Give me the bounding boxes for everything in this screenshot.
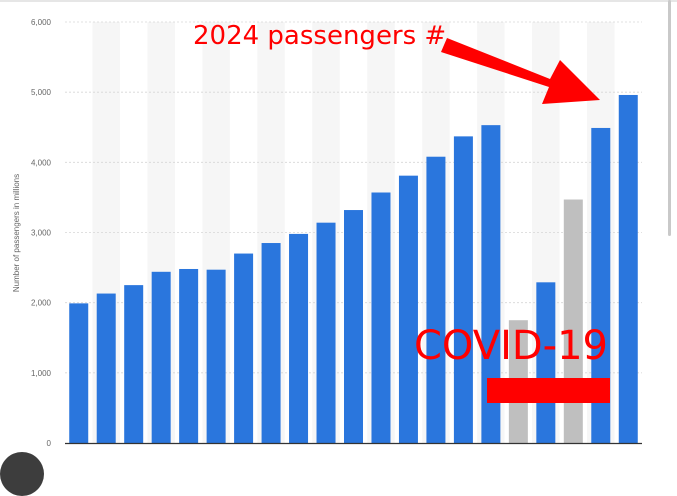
bar <box>398 175 418 444</box>
scrollbar[interactable] <box>668 0 671 236</box>
bar <box>206 269 226 443</box>
bar <box>344 210 363 443</box>
bar <box>618 94 638 444</box>
y-tick-label: 1,000 <box>31 369 52 378</box>
bar-chart: 0 1,000 2,000 3,000 4,000 5,000 6,000 Number o… <box>12 18 642 448</box>
bar <box>69 303 89 443</box>
bar-covid <box>563 199 583 443</box>
bar <box>453 136 473 443</box>
y-tick-label: 2,000 <box>31 299 52 308</box>
bar <box>234 253 254 443</box>
bar <box>426 156 446 443</box>
bar <box>316 222 336 443</box>
annotation-2024-passengers: 2024 passengers # <box>193 21 446 51</box>
annotation-covid-bar <box>487 378 610 403</box>
bar <box>96 293 116 443</box>
bar <box>591 127 611 444</box>
top-border <box>0 0 677 2</box>
annotation-arrow <box>441 38 600 104</box>
corner-button[interactable] <box>0 452 44 496</box>
y-tick-label: 0 <box>47 439 52 448</box>
y-tick-label: 3,000 <box>31 229 52 238</box>
bar <box>179 268 199 443</box>
bar <box>151 271 171 443</box>
y-tick-label: 5,000 <box>31 88 52 97</box>
bar <box>481 125 501 444</box>
annotation-covid-19: COVID-19 <box>414 323 608 369</box>
y-axis-label: Number of passengers in millions <box>12 174 21 292</box>
bar <box>371 192 391 443</box>
y-tick-label: 6,000 <box>31 18 52 27</box>
bar <box>124 285 144 443</box>
bars <box>69 94 638 444</box>
y-tick-label: 4,000 <box>31 158 52 167</box>
bar <box>289 233 309 443</box>
bar <box>261 243 281 443</box>
y-axis-ticks: 0 1,000 2,000 3,000 4,000 5,000 6,000 <box>31 18 52 448</box>
